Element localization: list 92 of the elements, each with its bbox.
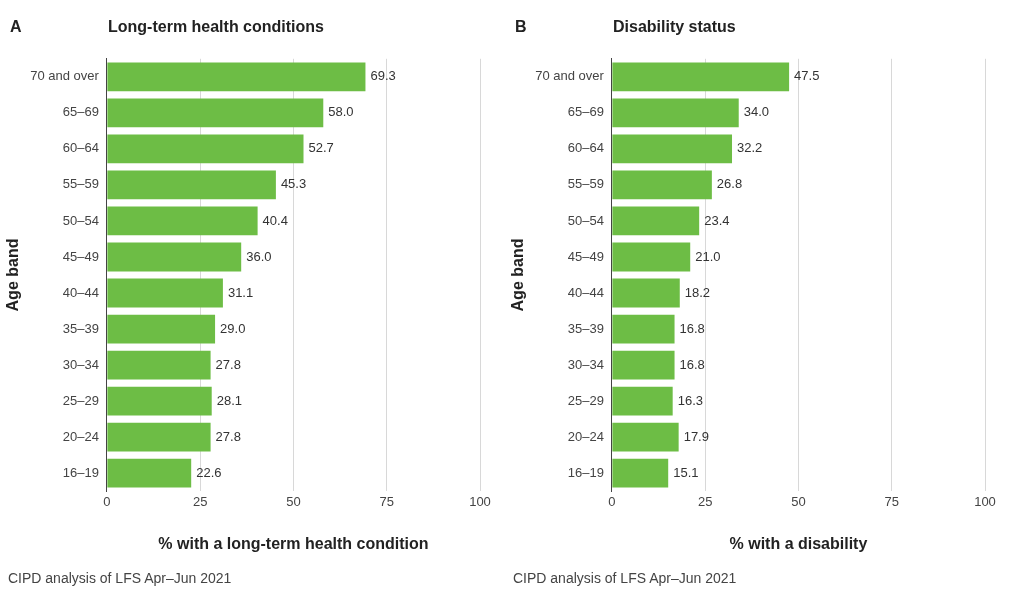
bar <box>612 422 679 452</box>
data-label: 16.8 <box>679 356 705 372</box>
x-axis-title: % with a disability <box>729 534 868 552</box>
bar <box>612 170 712 200</box>
bar <box>107 134 304 164</box>
bar <box>612 98 739 128</box>
bar <box>612 350 675 380</box>
y-axis-title: Age band <box>4 238 22 312</box>
x-axis-title: % with a long-term health condition <box>158 534 429 552</box>
bar <box>612 62 790 92</box>
data-label: 27.8 <box>215 428 241 444</box>
y-tick-label: 45–49 <box>62 248 99 264</box>
x-tick-label: 0 <box>608 493 616 509</box>
bar <box>612 206 700 236</box>
data-label: 26.8 <box>716 176 743 192</box>
x-tick-label: 75 <box>379 493 394 509</box>
bar <box>107 170 276 200</box>
bar <box>107 62 366 92</box>
data-label: 45.3 <box>280 176 307 192</box>
y-tick-label: 20–24 <box>567 428 604 444</box>
chart-title: Long-term health conditions <box>108 18 324 36</box>
data-label: 52.7 <box>308 140 334 156</box>
data-label: 23.4 <box>704 212 730 228</box>
y-tick-label: 60–64 <box>567 140 604 156</box>
y-tick-label: 16–19 <box>62 464 99 480</box>
y-tick-label: 50–54 <box>62 212 99 228</box>
data-label: 15.1 <box>673 464 699 480</box>
text: B <box>515 18 527 36</box>
data-label: 16.3 <box>677 392 703 408</box>
bar <box>107 314 216 344</box>
x-tick-label: 0 <box>103 493 111 509</box>
y-tick-label: 30–34 <box>567 356 604 372</box>
y-tick-label: 70 and over <box>30 68 100 84</box>
data-label: 58.0 <box>328 104 354 120</box>
y-tick-label: 70 and over <box>535 68 605 84</box>
bar <box>612 242 691 272</box>
y-tick-label: 40–44 <box>567 284 604 300</box>
data-label: 17.9 <box>683 428 709 444</box>
y-tick-label: 45–49 <box>567 248 604 264</box>
y-tick-label: 25–29 <box>567 392 604 408</box>
bar <box>107 458 192 488</box>
y-tick-label: 35–39 <box>567 320 604 336</box>
data-label: 40.4 <box>262 212 288 228</box>
y-tick-label: 25–29 <box>62 392 99 408</box>
data-label: 31.1 <box>227 284 254 300</box>
bar <box>612 458 669 488</box>
y-tick-label: 30–34 <box>62 356 99 372</box>
bar <box>612 278 680 308</box>
bar <box>612 386 673 416</box>
y-tick-label: 60–64 <box>62 140 99 156</box>
data-label: 27.8 <box>215 356 241 372</box>
y-axis-title: Age band <box>509 238 527 312</box>
x-tick-label: 100 <box>469 493 491 509</box>
y-tick-label: 65–69 <box>62 104 99 120</box>
x-tick-label: 50 <box>286 493 301 509</box>
y-tick-label: 55–59 <box>567 176 604 192</box>
y-tick-label: 40–44 <box>62 284 99 300</box>
data-label: 29.0 <box>220 320 246 336</box>
bar <box>107 242 242 272</box>
data-label: 36.0 <box>246 248 272 264</box>
y-tick-label: 35–39 <box>62 320 99 336</box>
x-tick-label: 25 <box>697 493 713 509</box>
chart-title: Disability status <box>613 18 736 36</box>
text: A <box>10 18 22 36</box>
data-label: 16.8 <box>679 320 705 336</box>
data-label: 28.1 <box>216 392 243 408</box>
data-label: 22.6 <box>196 464 222 480</box>
bar <box>612 314 675 344</box>
y-tick-label: 65–69 <box>567 104 604 120</box>
text: CIPD analysis of LFS Apr–Jun 2021 <box>513 570 737 586</box>
bar <box>612 134 733 164</box>
y-tick-label: 16–19 <box>567 464 604 480</box>
x-tick-label: 100 <box>974 493 996 509</box>
bar <box>107 206 258 236</box>
y-tick-label: 55–59 <box>62 176 99 192</box>
data-label: 34.0 <box>743 104 770 120</box>
data-label: 69.3 <box>370 68 396 84</box>
y-tick-label: 50–54 <box>567 212 604 228</box>
bar <box>107 98 324 128</box>
bar <box>107 386 212 416</box>
bar <box>107 422 211 452</box>
y-tick-label: 20–24 <box>62 428 99 444</box>
x-tick-label: 75 <box>884 493 899 509</box>
data-label: 21.0 <box>695 248 721 264</box>
bar <box>107 350 211 380</box>
data-label: 47.5 <box>794 68 820 84</box>
data-label: 32.2 <box>737 140 763 156</box>
bar <box>107 278 223 308</box>
x-tick-label: 25 <box>192 493 208 509</box>
text: CIPD analysis of LFS Apr–Jun 2021 <box>8 570 232 586</box>
data-label: 18.2 <box>684 284 711 300</box>
x-tick-label: 50 <box>791 493 806 509</box>
